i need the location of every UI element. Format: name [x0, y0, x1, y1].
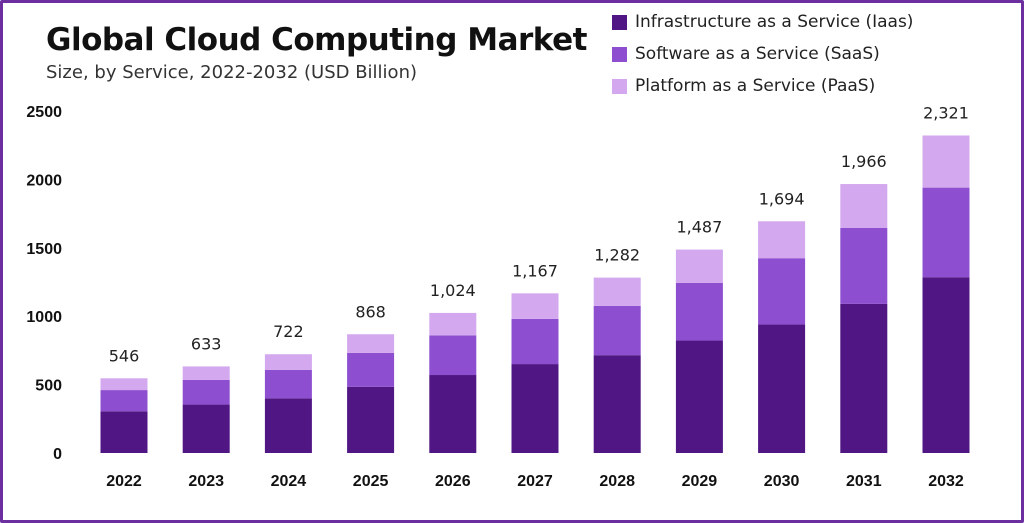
bar-segment	[347, 352, 395, 387]
legend-item-saas: Software as a Service (SaaS)	[612, 38, 913, 70]
y-tick-label: 2000	[26, 172, 62, 189]
legend-label-paas: Platform as a Service (PaaS)	[635, 76, 876, 96]
bar-total-label: 722	[273, 322, 304, 341]
bar-segment	[758, 258, 806, 325]
bar-total-label: 1,694	[759, 189, 805, 208]
bar-segment	[922, 187, 970, 278]
bar-segment	[922, 135, 970, 188]
bar-segment	[182, 366, 230, 380]
bar-total-label: 546	[109, 346, 140, 365]
bar-total-label: 633	[191, 334, 222, 353]
y-tick-label: 0	[53, 446, 62, 463]
bar-segment	[922, 277, 970, 453]
y-tick-label: 1500	[26, 241, 62, 258]
bar-total-label: 1,167	[512, 261, 558, 280]
bar-segment	[675, 249, 723, 283]
bar-total-label: 1,282	[594, 246, 640, 265]
x-tick-label: 2024	[271, 473, 307, 490]
bar-segment	[511, 293, 559, 319]
bar-segment	[840, 303, 888, 453]
x-tick-label: 2029	[682, 473, 718, 490]
y-tick-label: 500	[35, 378, 62, 395]
bar-segment	[840, 227, 888, 304]
bar-segment	[429, 375, 477, 453]
x-tick-label: 2032	[928, 473, 964, 490]
legend: Infrastructure as a Service (Iaas) Softw…	[612, 6, 913, 102]
bar-total-label: 1,024	[430, 281, 476, 300]
bar-segment	[182, 404, 230, 453]
bar-segment	[264, 369, 312, 399]
bar-segment	[347, 334, 395, 353]
legend-swatch-paas	[612, 78, 627, 94]
legend-swatch-saas	[612, 46, 627, 62]
x-tick-label: 2022	[106, 473, 142, 490]
x-tick-label: 2026	[435, 473, 471, 490]
y-tick-label: 1000	[26, 309, 62, 326]
legend-item-iaas: Infrastructure as a Service (Iaas)	[612, 6, 913, 38]
legend-label-saas: Software as a Service (SaaS)	[635, 44, 880, 64]
bar-segment	[675, 340, 723, 453]
bar-segment	[593, 305, 641, 356]
bar-segment	[675, 282, 723, 341]
bar-segment	[593, 355, 641, 453]
x-tick-label: 2025	[353, 473, 389, 490]
x-tick-label: 2031	[846, 473, 882, 490]
x-tick-label: 2030	[764, 473, 800, 490]
bar-total-label: 2,321	[923, 103, 969, 122]
bar-segment	[511, 364, 559, 453]
x-tick-label: 2023	[188, 473, 224, 490]
bar-segment	[840, 184, 888, 228]
x-tick-label: 2027	[517, 473, 553, 490]
chart-title: Global Cloud Computing Market	[46, 22, 587, 58]
legend-label-iaas: Infrastructure as a Service (Iaas)	[635, 12, 914, 32]
bar-total-label: 1,966	[841, 152, 887, 171]
bar-segment	[429, 312, 477, 336]
bar-segment	[100, 411, 148, 453]
bar-segment	[429, 335, 477, 376]
bar-segment	[100, 378, 148, 391]
bar-segment	[100, 390, 148, 412]
bar-segment	[511, 318, 559, 365]
bar-total-label: 868	[355, 302, 386, 321]
bar-segment	[758, 221, 806, 259]
y-tick-label: 2500	[26, 104, 62, 121]
bar-segment	[264, 398, 312, 453]
legend-item-paas: Platform as a Service (PaaS)	[612, 70, 913, 102]
bar-segment	[182, 379, 230, 405]
bar-segment	[264, 354, 312, 370]
bar-total-label: 1,487	[676, 218, 722, 237]
chart-subtitle: Size, by Service, 2022-2032 (USD Billion…	[46, 62, 417, 83]
bar-segment	[593, 277, 641, 306]
x-tick-label: 2028	[599, 473, 635, 490]
bar-segment	[758, 324, 806, 453]
legend-swatch-iaas	[612, 14, 627, 30]
bar-segment	[347, 386, 395, 453]
